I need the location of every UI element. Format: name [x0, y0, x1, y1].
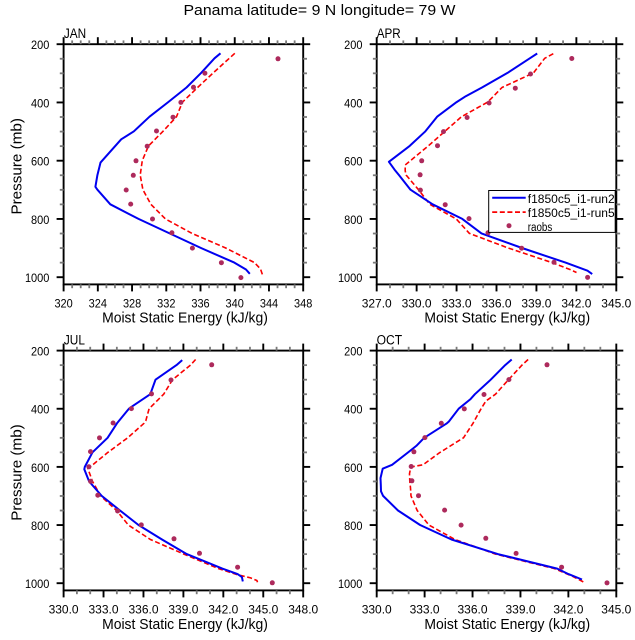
svg-text:342.0: 342.0	[208, 602, 238, 616]
svg-text:342.0: 342.0	[561, 296, 591, 310]
svg-text:800: 800	[344, 519, 363, 533]
svg-text:333.0: 333.0	[442, 296, 472, 310]
svg-text:336: 336	[191, 296, 210, 310]
svg-text:345.0: 345.0	[601, 602, 631, 616]
svg-text:Moist Static Energy (kJ/kg): Moist Static Energy (kJ/kg)	[102, 310, 268, 327]
svg-text:raobs: raobs	[528, 222, 553, 234]
svg-text:Pressure (mb): Pressure (mb)	[9, 424, 26, 521]
svg-text:JAN: JAN	[64, 26, 86, 41]
svg-text:339.0: 339.0	[521, 296, 551, 310]
svg-text:400: 400	[31, 403, 50, 417]
svg-text:Panama latitude= 9 N longitud: Panama latitude= 9 N longitude= 79 W	[184, 2, 457, 19]
svg-text:f1850c5_i1-run2: f1850c5_i1-run2	[528, 194, 615, 206]
svg-text:328: 328	[123, 296, 142, 310]
svg-text:800: 800	[31, 519, 50, 533]
svg-text:348.0: 348.0	[288, 602, 318, 616]
svg-text:345.0: 345.0	[248, 602, 278, 616]
svg-text:200: 200	[344, 345, 363, 359]
svg-text:339.0: 339.0	[506, 602, 536, 616]
svg-text:OCT: OCT	[377, 333, 403, 348]
svg-text:200: 200	[31, 38, 50, 52]
svg-text:348: 348	[294, 296, 313, 310]
svg-text:400: 400	[344, 403, 363, 417]
svg-text:600: 600	[344, 155, 363, 169]
svg-text:f1850c5_i1-run5: f1850c5_i1-run5	[528, 208, 615, 220]
svg-text:APR: APR	[377, 26, 401, 41]
svg-text:324: 324	[89, 296, 108, 310]
svg-text:600: 600	[344, 461, 363, 475]
svg-text:330.0: 330.0	[402, 296, 432, 310]
svg-text:600: 600	[31, 155, 50, 169]
svg-text:800: 800	[344, 213, 363, 227]
svg-text:Moist Static Energy (kJ/kg): Moist Static Energy (kJ/kg)	[424, 616, 590, 633]
svg-text:1000: 1000	[338, 271, 363, 285]
svg-text:600: 600	[31, 461, 50, 475]
svg-text:336.0: 336.0	[482, 296, 512, 310]
svg-text:332: 332	[157, 296, 176, 310]
svg-text:320: 320	[54, 296, 73, 310]
svg-text:Moist Static Energy (kJ/kg): Moist Static Energy (kJ/kg)	[424, 310, 590, 327]
svg-text:330.0: 330.0	[49, 602, 79, 616]
svg-text:1000: 1000	[25, 577, 50, 591]
svg-text:Pressure (mb): Pressure (mb)	[9, 118, 26, 215]
svg-text:200: 200	[344, 38, 363, 52]
svg-text:336.0: 336.0	[129, 602, 159, 616]
svg-text:JUL: JUL	[64, 333, 85, 348]
svg-text:400: 400	[344, 96, 363, 110]
svg-text:342.0: 342.0	[553, 602, 583, 616]
svg-text:Moist Static Energy (kJ/kg): Moist Static Energy (kJ/kg)	[102, 616, 268, 633]
svg-text:339.0: 339.0	[168, 602, 198, 616]
svg-text:336.0: 336.0	[458, 602, 488, 616]
svg-text:330.0: 330.0	[362, 602, 392, 616]
svg-text:340: 340	[226, 296, 245, 310]
svg-text:1000: 1000	[25, 271, 50, 285]
svg-text:800: 800	[31, 213, 50, 227]
svg-text:333.0: 333.0	[89, 602, 119, 616]
svg-text:400: 400	[31, 96, 50, 110]
svg-text:333.0: 333.0	[410, 602, 440, 616]
svg-text:344: 344	[260, 296, 279, 310]
svg-text:327.0: 327.0	[362, 296, 392, 310]
svg-text:200: 200	[31, 345, 50, 359]
svg-text:345.0: 345.0	[601, 296, 631, 310]
svg-text:1000: 1000	[338, 577, 363, 591]
